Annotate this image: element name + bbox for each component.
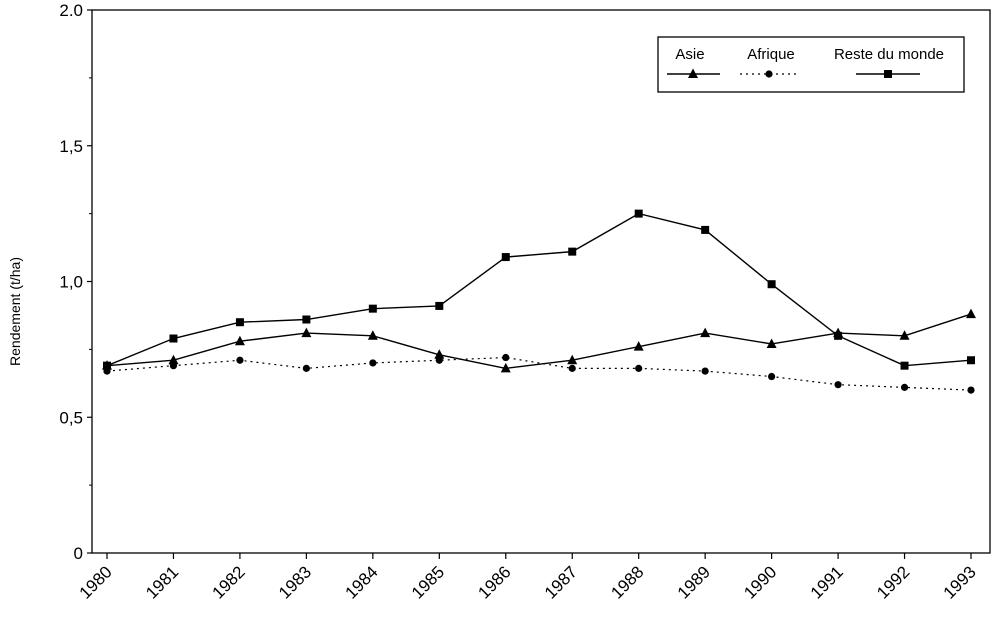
- data-point: [434, 349, 445, 359]
- y-tick-label: 0: [74, 544, 83, 563]
- x-tick-label: 1990: [740, 562, 780, 602]
- legend-marker: [688, 68, 698, 78]
- data-point: [966, 308, 976, 319]
- x-tick-label: 1987: [541, 562, 581, 602]
- legend-box: [657, 36, 965, 93]
- x-tick-label: 1983: [275, 562, 315, 602]
- data-point: [899, 330, 910, 340]
- x-tick-label: 1984: [341, 562, 381, 602]
- x-tick-label: 1991: [807, 562, 847, 602]
- series-group: [102, 209, 976, 394]
- data-point: [168, 354, 179, 365]
- data-point: [435, 356, 443, 364]
- legend: Asie Afrique Reste du monde: [657, 36, 965, 93]
- x-tick-label: 1988: [607, 562, 647, 602]
- data-point: [501, 253, 510, 262]
- data-point: [767, 280, 776, 289]
- data-point: [103, 361, 111, 370]
- y-tick-label: 1,0: [59, 273, 83, 292]
- data-point: [635, 364, 643, 372]
- data-point: [368, 304, 377, 313]
- data-point: [502, 353, 510, 362]
- data-point: [900, 361, 909, 370]
- x-tick-label: 1982: [209, 562, 249, 602]
- data-point: [568, 247, 577, 256]
- data-point: [235, 318, 244, 327]
- legend-marker: [884, 70, 892, 78]
- y-tick-label: 2.0: [59, 1, 83, 20]
- x-tick-label: 1993: [940, 562, 980, 602]
- data-point: [834, 331, 843, 340]
- data-point: [701, 367, 709, 375]
- data-point: [301, 327, 312, 338]
- data-point: [634, 209, 643, 218]
- data-point: [369, 359, 377, 367]
- x-tick-label: 1981: [142, 562, 182, 602]
- series-afrique: [103, 353, 975, 394]
- legend-label: Reste du monde: [834, 46, 944, 63]
- data-point: [500, 362, 511, 373]
- data-point: [236, 356, 244, 364]
- series-reste-du-monde: [103, 209, 975, 370]
- x-tick-label: 1985: [408, 562, 448, 602]
- series-line: [106, 313, 972, 370]
- legend-label: Asie: [675, 46, 704, 63]
- data-point: [700, 327, 711, 338]
- y-axis-title: Rendement (t/ha): [7, 257, 23, 366]
- y-tick-label: 1,5: [59, 137, 83, 156]
- data-point: [967, 386, 975, 394]
- data-point: [633, 341, 644, 351]
- data-point: [435, 301, 444, 310]
- x-tick-label: 1989: [674, 562, 714, 602]
- data-point: [302, 315, 311, 324]
- data-point: [766, 338, 777, 348]
- data-point: [967, 356, 975, 365]
- data-point: [568, 364, 576, 372]
- x-axis-ticks: 1980 1981 1982 1983 1984 1985 1986 1987 1988 1989…: [76, 553, 980, 603]
- data-point: [701, 225, 710, 234]
- data-point: [834, 381, 842, 389]
- legend-label: Afrique: [747, 46, 795, 63]
- x-tick-label: 1992: [873, 562, 913, 602]
- legend-marker: [765, 70, 773, 78]
- x-tick-label: 1980: [76, 562, 116, 602]
- series-line: [106, 212, 972, 367]
- series-line: [106, 356, 972, 391]
- y-axis-ticks: 0 0,5 1,0 1,5 2.0: [59, 1, 92, 563]
- x-tick-label: 1986: [474, 562, 514, 602]
- data-point: [169, 334, 178, 343]
- data-point: [900, 383, 909, 391]
- data-point: [234, 335, 245, 346]
- data-point: [302, 364, 310, 372]
- data-point: [367, 330, 378, 340]
- data-point: [169, 362, 178, 370]
- data-point: [768, 372, 776, 381]
- y-tick-label: 0,5: [59, 408, 83, 427]
- data-point: [567, 354, 578, 365]
